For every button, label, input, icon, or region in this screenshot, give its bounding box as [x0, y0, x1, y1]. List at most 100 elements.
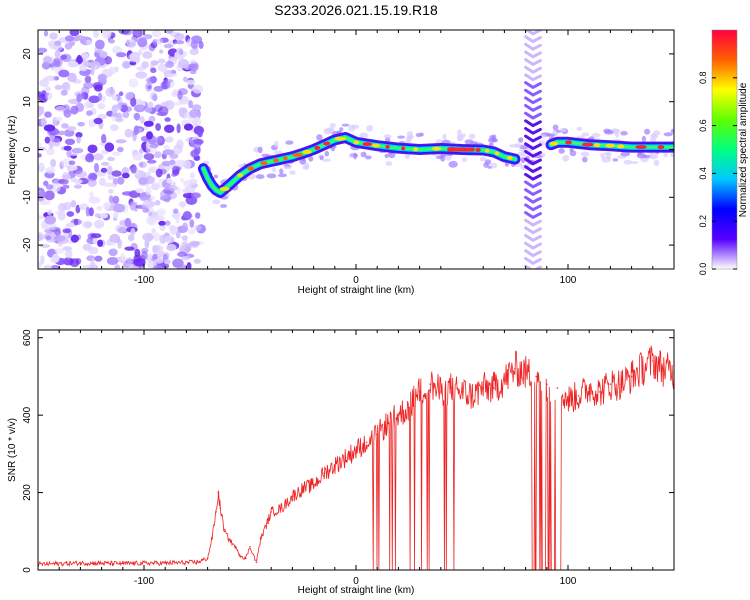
noise-blob: [108, 39, 115, 44]
colorbar-ticks: 0.0 0.2 0.4 0.6 0.8: [698, 72, 737, 275]
snr-xtick-label: 0: [353, 576, 359, 587]
halo-blob: [487, 165, 493, 169]
noise-blob: [58, 178, 69, 185]
ridge-core: [549, 141, 559, 146]
ridge-core: [432, 146, 442, 151]
noise-blob: [164, 220, 171, 226]
noise-blob: [94, 84, 103, 92]
noise-blob: [152, 245, 157, 254]
noise-blob: [67, 72, 77, 83]
noise-blob: [92, 236, 98, 245]
noise-blob: [188, 100, 194, 109]
halo-blob: [348, 124, 356, 132]
noise-blob: [40, 255, 45, 265]
noise-blob: [66, 211, 75, 217]
noise-blob: [110, 124, 119, 132]
artifact-chevron: [524, 134, 542, 143]
noise-blob: [97, 102, 106, 110]
snr-point: [556, 387, 559, 389]
artifact-chevron: [524, 226, 542, 235]
ridge-core: [371, 143, 381, 148]
snr-ytick-label: 600: [22, 329, 33, 346]
snr-point: [503, 379, 506, 382]
noise-blob: [128, 52, 140, 63]
snr-point: [397, 414, 400, 417]
spectrogram-ytick-label: 0: [22, 146, 33, 152]
noise-blob: [107, 175, 115, 180]
noise-blob: [153, 215, 165, 221]
noise-blob: [52, 57, 63, 68]
noise-blob: [70, 105, 79, 115]
noise-blob: [44, 190, 55, 201]
halo-blob: [365, 155, 372, 160]
snr-point: [514, 367, 516, 370]
noise-blob: [173, 208, 179, 214]
noise-blob: [114, 264, 121, 269]
snr-point: [524, 371, 527, 374]
snr-point: [323, 472, 326, 475]
snr-point: [228, 538, 230, 540]
noise-blob: [124, 92, 134, 101]
noise-blob: [46, 147, 55, 156]
noise-blob: [150, 67, 157, 74]
snr-point: [259, 538, 262, 540]
noise-blob: [45, 184, 54, 190]
noise-blob: [176, 139, 184, 150]
halo-blob: [581, 132, 590, 137]
ridge-core: [413, 147, 419, 152]
halo-blob: [457, 134, 463, 141]
halo-blob: [569, 150, 577, 157]
snr-point: [482, 387, 485, 389]
halo-blob: [623, 159, 633, 165]
noise-blob: [143, 153, 155, 161]
halo-blob: [299, 158, 307, 165]
noise-blob: [190, 150, 198, 158]
noise-blob: [144, 239, 150, 249]
noise-blob: [111, 170, 122, 177]
ridge-core: [219, 186, 230, 191]
noise-blob: [132, 30, 143, 38]
snr-point: [217, 491, 219, 494]
artifact-chevron: [524, 195, 542, 204]
noise-blob: [143, 34, 153, 40]
halo-blob: [220, 204, 227, 208]
halo-blob: [283, 165, 291, 170]
noise-blob: [177, 90, 183, 100]
noise-blob: [176, 47, 184, 55]
noise-blob: [155, 123, 162, 131]
noise-blob: [82, 53, 89, 60]
spectrogram-ytick-label: 20: [22, 48, 33, 60]
ridge-core: [565, 140, 572, 145]
noise-blob: [106, 257, 119, 265]
noise-blob: [94, 162, 99, 173]
noise-blob: [67, 165, 72, 172]
snr-point: [577, 395, 580, 397]
noise-blob: [54, 116, 63, 122]
snr-point: [567, 398, 569, 401]
noise-blob: [165, 30, 174, 34]
ridge-core: [616, 144, 625, 149]
noise-blob: [80, 92, 89, 100]
noise-blob: [76, 93, 83, 103]
snr-point: [238, 553, 241, 556]
noise-blob: [38, 190, 46, 198]
noise-blob: [58, 69, 70, 78]
noise-blob: [122, 61, 130, 69]
noise-blob: [50, 182, 61, 193]
noise-blob: [188, 240, 200, 247]
snr-point: [223, 530, 226, 533]
halo-blob: [255, 174, 265, 180]
noise-blob: [166, 177, 172, 184]
noise-blob: [112, 46, 122, 54]
ridge-core: [323, 141, 331, 146]
noise-blob: [98, 177, 106, 186]
noise-blob: [135, 71, 148, 79]
noise-blob: [190, 192, 202, 199]
noise-blob: [156, 136, 162, 144]
artifact-chevron: [524, 249, 542, 258]
halo-blob: [277, 173, 287, 178]
artifact-chevron: [524, 218, 542, 227]
ridge-core: [494, 151, 500, 156]
noise-blob: [67, 126, 77, 132]
